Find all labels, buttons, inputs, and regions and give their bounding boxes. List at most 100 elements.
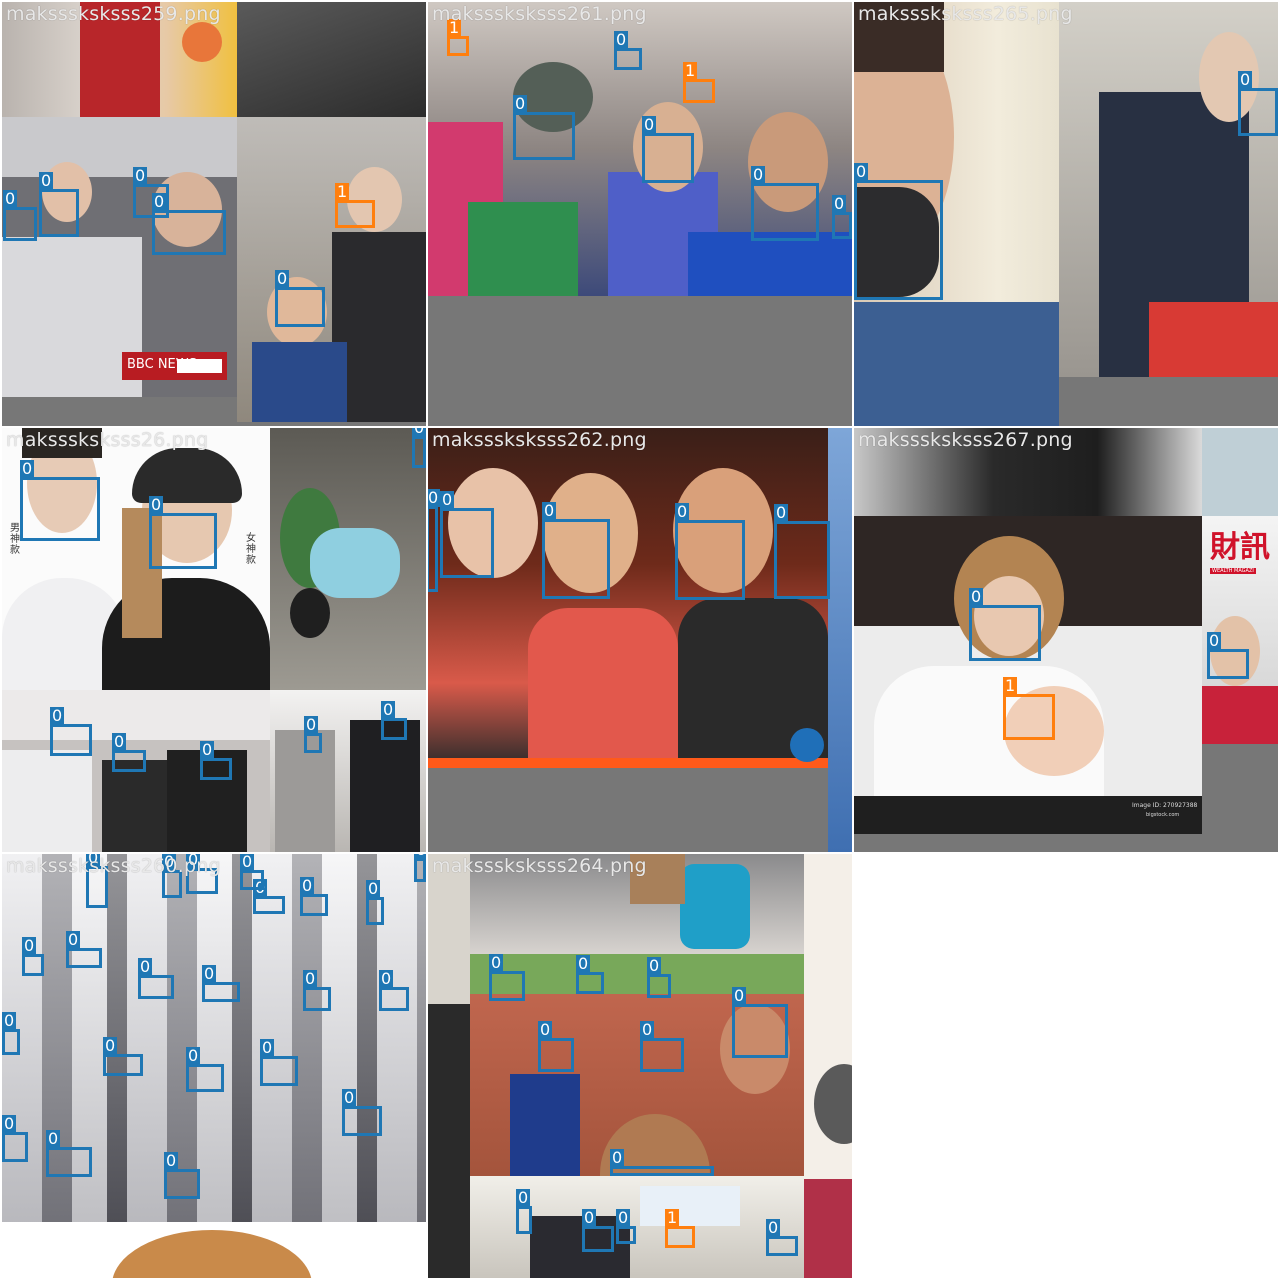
box-261-1: 0 <box>614 31 642 70</box>
photo-262 <box>428 428 828 768</box>
box-259-5: 0 <box>275 270 325 327</box>
box-26-6: 0 <box>304 716 322 753</box>
box-264-6: 0 <box>610 1149 714 1176</box>
bbc-news-text: BBC NEWS <box>127 357 197 372</box>
box-260-10: 0 <box>303 970 331 1011</box>
tile-264: 0 0 0 0 0 0 0 0 0 0 1 0 maksssksksss264.… <box>428 854 852 1278</box>
box-label: 0 <box>186 1046 201 1065</box>
box-259-1: 0 <box>39 172 79 237</box>
box-label: 0 <box>832 194 847 213</box>
box-label: 0 <box>103 1036 118 1055</box>
photo-259-topright <box>237 2 426 117</box>
box-label: 0 <box>513 94 528 113</box>
box-label: 0 <box>381 700 396 719</box>
box-261-3: 0 <box>513 95 575 160</box>
box-259-3: 0 <box>152 193 226 255</box>
box-259-4: 1 <box>335 183 375 228</box>
box-label: 0 <box>412 428 426 437</box>
photo-265-right <box>1059 2 1278 377</box>
tile-filename: maksssksksss262.png <box>432 429 647 451</box>
box-label: 0 <box>20 459 35 478</box>
box-260-7: 0 <box>66 931 102 968</box>
tile-filename: maksssksksss264.png <box>432 855 647 877</box>
box-265-1: 0 <box>1238 71 1278 136</box>
photo-260-bottom <box>2 1222 426 1278</box>
box-label: 0 <box>66 930 81 949</box>
photo-264-mid <box>470 954 804 1176</box>
tile-261: 1 0 1 0 0 0 0 maksssksksss261.png <box>428 2 852 426</box>
box-label: 0 <box>538 1020 553 1039</box>
box-label: 0 <box>642 115 657 134</box>
box-260-2: 0 <box>186 854 218 894</box>
box-259-2: 0 <box>133 167 169 218</box>
box-260-21: 0 <box>414 854 426 882</box>
photo-259-bottomleft <box>2 117 237 397</box>
box-label: 0 <box>616 1208 631 1227</box>
box-262-2: 0 <box>542 502 610 599</box>
box-label: 1 <box>447 18 462 37</box>
box-label: 0 <box>164 1151 179 1170</box>
photo-264-top <box>470 854 804 954</box>
photo-259-bottomright <box>237 117 426 422</box>
box-260-11: 0 <box>379 970 409 1011</box>
box-label: 0 <box>751 165 766 184</box>
box-260-8: 0 <box>138 958 174 999</box>
box-label: 0 <box>1238 70 1253 89</box>
box-26-0: 0 <box>20 460 100 541</box>
box-260-19: 0 <box>164 1152 200 1199</box>
magazine-title: 財訊 <box>1210 530 1270 565</box>
box-260-5: 0 <box>366 880 384 925</box>
photo-26-bottomright <box>270 690 426 852</box>
photo-26-topright <box>270 428 426 690</box>
tile-260: 0 0 0 0 0 0 0 0 0 0 0 0 0 0 0 0 0 0 0 0 … <box>2 854 426 1278</box>
box-label: 0 <box>50 706 65 725</box>
tile-262: 0 0 0 0 0 maksssksksss262.png <box>428 428 852 852</box>
box-label: 0 <box>3 189 18 208</box>
overlay-image-id: Image ID: 270927388 <box>1132 802 1198 809</box>
box-label: 0 <box>133 166 148 185</box>
box-label: 0 <box>149 495 164 514</box>
box-label: 0 <box>275 269 290 288</box>
tile-filename: maksssksksss26.png <box>6 429 209 451</box>
box-260-14: 0 <box>186 1047 224 1092</box>
box-260-1: 0 <box>162 854 182 898</box>
overlay-text-left: 男神款 <box>10 523 20 556</box>
box-26-1: 0 <box>149 496 217 569</box>
box-265-0: 0 <box>854 163 943 300</box>
box-264-10: 1 <box>665 1209 695 1248</box>
box-label: 0 <box>162 854 177 871</box>
tile-filename: maksssksksss265.png <box>858 3 1073 25</box>
tile-265: 0 0 maksssksksss265.png <box>854 2 1278 426</box>
photo-259-topleft <box>2 2 237 117</box>
box-label: 0 <box>774 503 789 522</box>
box-label: 0 <box>240 854 255 871</box>
box-label: 0 <box>542 501 557 520</box>
box-262-1: 0 <box>440 491 494 578</box>
box-label: 0 <box>576 954 591 973</box>
box-label: 0 <box>39 171 54 190</box>
box-label: 0 <box>186 854 201 869</box>
box-264-1: 0 <box>576 955 604 994</box>
box-label: 0 <box>304 715 319 734</box>
box-260-6: 0 <box>22 937 44 976</box>
box-label: 1 <box>1003 676 1018 695</box>
photo-260 <box>2 854 426 1222</box>
photo-267-side: 財訊 WEALTH MAGAZI <box>1202 516 1278 744</box>
box-260-15: 0 <box>260 1039 298 1086</box>
box-label: 0 <box>366 879 381 898</box>
box-267-0: 0 <box>969 588 1041 661</box>
box-label: 0 <box>414 854 426 859</box>
box-264-0: 0 <box>489 954 525 1001</box>
box-label: 0 <box>300 876 315 895</box>
box-260-12: 0 <box>2 1012 20 1055</box>
box-260-20: 0 <box>240 854 264 890</box>
box-260-18: 0 <box>46 1130 92 1177</box>
box-label: 0 <box>200 740 215 759</box>
photo-264-right <box>804 854 852 1278</box>
box-label: 0 <box>22 936 37 955</box>
photo-26-topleft: 男神款 女神款 <box>2 428 270 690</box>
box-label: 0 <box>2 1114 17 1133</box>
box-label: 0 <box>610 1148 625 1167</box>
box-261-2: 1 <box>683 62 715 103</box>
box-267-2: 0 <box>1207 632 1249 679</box>
